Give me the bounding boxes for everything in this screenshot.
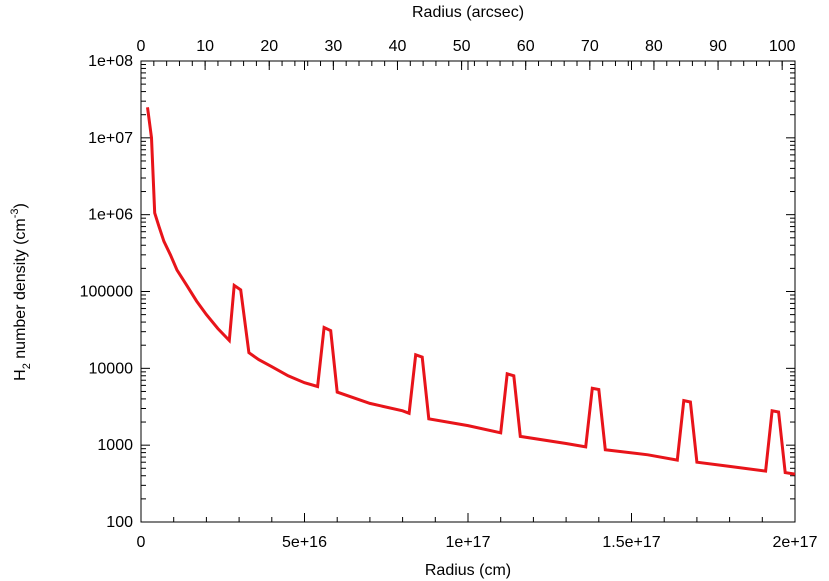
y-axis-title-sub: 2 — [21, 363, 33, 369]
y-axis-title-sup: -3 — [9, 208, 21, 218]
y-axis-title-main: H — [12, 369, 29, 381]
x2-tick-label: 90 — [709, 38, 727, 55]
y-tick-label: 1e+07 — [88, 130, 133, 147]
y-axis-title: H2 number density (cm-3) — [9, 203, 33, 381]
x-tick-label: 5e+16 — [282, 534, 327, 551]
x2-tick-label: 10 — [196, 38, 214, 55]
y-tick-label: 100 — [106, 514, 133, 531]
ticks — [140, 60, 796, 523]
x2-axis-title: Radius (arcsec) — [412, 4, 524, 21]
y-axis-title-end: ) — [12, 203, 29, 208]
x2-axis-tick-labels: 0 10 20 30 40 50 60 70 80 90 100 — [137, 38, 796, 55]
x2-tick-label: 30 — [324, 38, 342, 55]
x2-tick-label: 60 — [517, 38, 535, 55]
y-tick-label: 100000 — [80, 284, 133, 301]
y-tick-label: 1e+08 — [88, 53, 133, 70]
y-axis-tick-labels: 100 1000 10000 100000 1e+06 1e+07 1e+08 — [80, 53, 133, 531]
x-tick-label: 0 — [137, 534, 146, 551]
x-axis-title: Radius (cm) — [425, 562, 511, 579]
x2-tick-label: 100 — [769, 38, 796, 55]
x2-tick-label: 0 — [137, 38, 146, 55]
x-tick-label: 1.5e+17 — [602, 534, 660, 551]
x2-tick-label: 20 — [260, 38, 278, 55]
y-tick-label: 1e+06 — [88, 207, 133, 224]
x-tick-label: 2e+17 — [773, 534, 818, 551]
x-tick-label: 1e+17 — [446, 534, 491, 551]
x2-tick-label: 80 — [645, 38, 663, 55]
x-axis-tick-labels: 0 5e+16 1e+17 1.5e+17 2e+17 — [137, 534, 818, 551]
x2-tick-label: 50 — [453, 38, 471, 55]
y-tick-label: 1000 — [97, 437, 133, 454]
series-line — [146, 107, 796, 476]
y-tick-label: 10000 — [89, 360, 134, 377]
y-axis-title-rest: number density (cm — [12, 218, 29, 363]
x2-tick-label: 70 — [581, 38, 599, 55]
x2-tick-label: 40 — [389, 38, 407, 55]
